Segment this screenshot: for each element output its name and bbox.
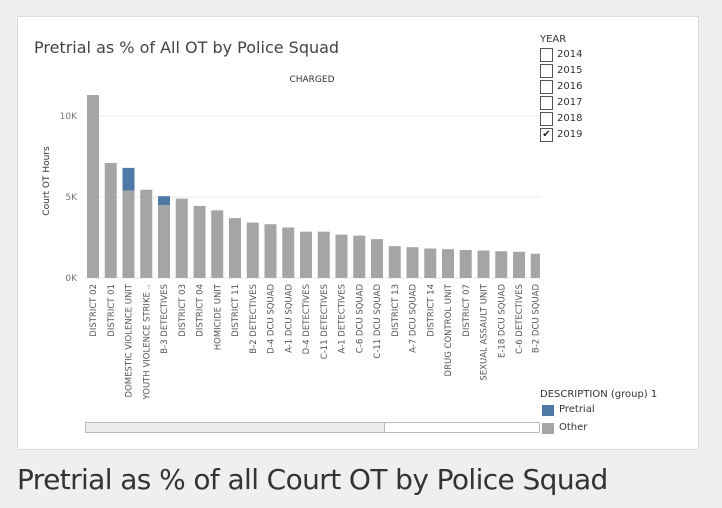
- bar-other[interactable]: [317, 231, 330, 278]
- bar-other[interactable]: [175, 198, 188, 278]
- legend-item[interactable]: Pretrial: [542, 403, 662, 419]
- legend-swatch: [542, 405, 554, 416]
- x-tick-label: B-2 DCU SQUAD: [531, 284, 541, 354]
- year-filter-option[interactable]: 2018: [540, 112, 600, 128]
- x-tick-label: DISTRICT 11: [231, 284, 241, 337]
- legend-label: Other: [559, 422, 588, 433]
- x-tick-label: DRUG CONTROL UNIT: [444, 283, 454, 376]
- checkbox[interactable]: [540, 48, 553, 62]
- bar-other[interactable]: [229, 218, 241, 278]
- x-tick-label: A-7 DCU SQUAD: [409, 284, 419, 353]
- y-axis-label: Court OT Hours: [42, 146, 52, 216]
- x-tick-label: DISTRICT 13: [391, 284, 401, 337]
- x-tick-label: D-4 DCU SQUAD: [267, 284, 277, 354]
- legend-item[interactable]: Other: [542, 421, 662, 437]
- bar-other[interactable]: [371, 239, 383, 278]
- bar-other[interactable]: [406, 247, 419, 278]
- x-tick-label: YOUTH VIOLENCE STRIKE ..: [142, 284, 152, 400]
- description-legend-title: DESCRIPTION (group) 1: [540, 389, 658, 400]
- checkbox[interactable]: [540, 80, 553, 94]
- year-option-label: 2019: [557, 129, 583, 140]
- checkbox[interactable]: [540, 96, 553, 110]
- x-tick-label: DISTRICT 02: [89, 284, 99, 337]
- horizontal-scrollbar[interactable]: [85, 422, 540, 433]
- x-tick-label: C-11 DETECTIVES: [320, 284, 330, 359]
- bar-other[interactable]: [140, 189, 153, 278]
- year-option-label: 2015: [557, 65, 583, 76]
- bar-other[interactable]: [335, 234, 348, 278]
- legend-label: Pretrial: [559, 404, 595, 415]
- y-tick-label: 0K: [65, 274, 78, 284]
- x-tick-label: DISTRICT 03: [178, 284, 188, 337]
- bar-other[interactable]: [442, 249, 454, 278]
- bar-other[interactable]: [513, 251, 525, 278]
- bar-other[interactable]: [264, 224, 277, 278]
- checkbox[interactable]: [540, 64, 553, 78]
- page-caption: Pretrial as % of all Court OT by Police …: [17, 463, 608, 496]
- x-tick-label: D-4 DETECTIVES: [302, 284, 312, 354]
- x-tick-label: B-3 DETECTIVES: [160, 284, 170, 354]
- checkbox-checked[interactable]: ✔: [540, 128, 553, 142]
- bar-other[interactable]: [87, 95, 99, 278]
- bar-other[interactable]: [495, 251, 508, 278]
- x-tick-label: C-6 DETECTIVES: [515, 284, 525, 354]
- year-filter-title: YEAR: [540, 34, 567, 45]
- year-option-label: 2018: [557, 113, 583, 124]
- bar-other[interactable]: [353, 235, 366, 278]
- chart-title: Pretrial as % of All OT by Police Squad: [34, 38, 340, 57]
- bar-chart: 0K 5K 10K DISTRICT 02 DISTRICT 01 DOMESTIC V…: [42, 75, 541, 400]
- year-filter-option[interactable]: 2014: [540, 48, 600, 64]
- x-tick-label: DISTRICT 14: [426, 284, 436, 337]
- bar-other[interactable]: [211, 210, 224, 278]
- bar-other[interactable]: [300, 231, 312, 278]
- year-filter-option[interactable]: ✔ 2019: [540, 128, 600, 144]
- bar-other[interactable]: [122, 190, 135, 278]
- x-tick-label: DISTRICT 01: [107, 284, 117, 337]
- bar-other[interactable]: [477, 250, 490, 278]
- chart-card: 0K 5K 10K DISTRICT 02 DISTRICT 01 DOMESTIC V…: [17, 16, 699, 450]
- y-tick-label: 5K: [65, 193, 78, 203]
- bar-other[interactable]: [193, 205, 206, 278]
- year-filter-option[interactable]: 2017: [540, 96, 600, 112]
- bar-other[interactable]: [104, 163, 117, 278]
- bar-other[interactable]: [459, 249, 472, 278]
- checkbox[interactable]: [540, 112, 553, 126]
- bar-other[interactable]: [530, 253, 540, 278]
- year-filter-option[interactable]: 2016: [540, 80, 600, 96]
- x-tick-label: C-6 DCU SQUAD: [355, 284, 365, 354]
- bar-other[interactable]: [424, 248, 437, 278]
- bar-pretrial[interactable]: [158, 196, 170, 206]
- year-option-label: 2016: [557, 81, 583, 92]
- bar-other[interactable]: [388, 246, 401, 278]
- chart-subtitle: CHARGED: [289, 75, 334, 85]
- x-tick-label: E-18 DCU SQUAD: [497, 284, 507, 358]
- bar-pretrial[interactable]: [122, 167, 135, 191]
- bar-other[interactable]: [246, 222, 259, 278]
- y-tick-label: 10K: [60, 112, 78, 122]
- x-tick-label: DISTRICT 04: [196, 284, 206, 337]
- bar-other[interactable]: [282, 227, 295, 278]
- x-tick-label: SEXUAL ASSAULT UNIT: [480, 283, 490, 380]
- legend-swatch: [542, 423, 554, 434]
- x-tick-label: HOMICIDE UNIT: [213, 283, 223, 350]
- bar-other[interactable]: [158, 205, 170, 278]
- x-tick-label: B-2 DETECTIVES: [249, 284, 259, 354]
- year-option-label: 2017: [557, 97, 583, 108]
- x-tick-label: DOMESTIC VIOLENCE UNIT: [125, 283, 135, 397]
- scrollbar-thumb[interactable]: [86, 423, 385, 432]
- x-tick-label: C-11 DCU SQUAD: [373, 284, 383, 359]
- x-tick-label: A-1 DETECTIVES: [338, 284, 348, 354]
- x-tick-label: A-1 DCU SQUAD: [284, 284, 294, 353]
- year-option-label: 2014: [557, 49, 583, 60]
- x-tick-label: DISTRICT 07: [462, 284, 472, 337]
- year-filter-option[interactable]: 2015: [540, 64, 600, 80]
